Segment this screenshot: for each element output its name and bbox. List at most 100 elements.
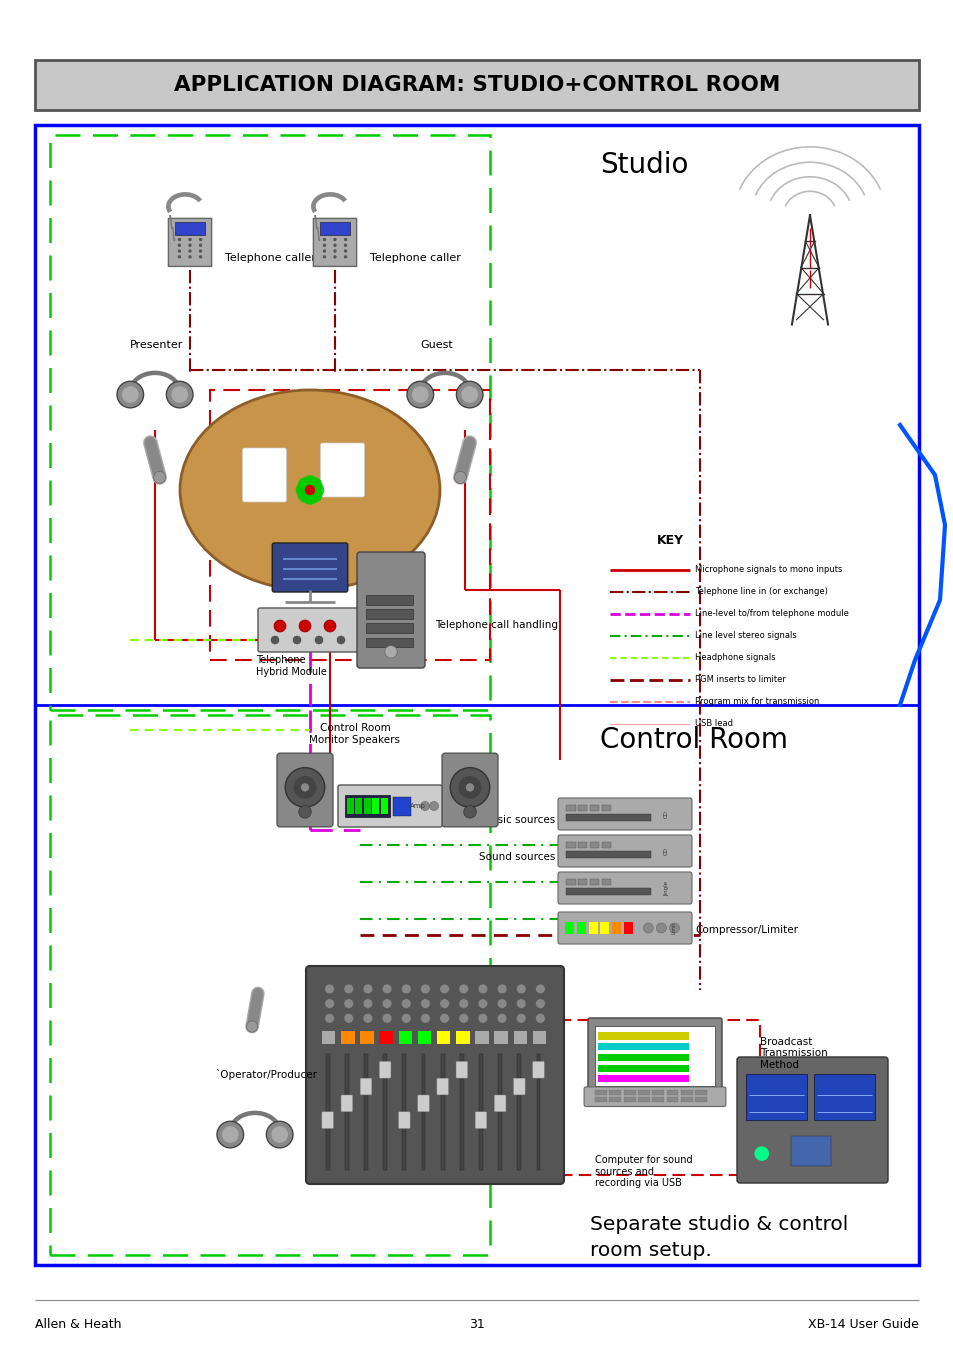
- Circle shape: [198, 255, 202, 258]
- FancyBboxPatch shape: [242, 449, 286, 503]
- Bar: [174, 222, 205, 235]
- Bar: [366, 638, 413, 647]
- Bar: [623, 1090, 635, 1096]
- Circle shape: [656, 923, 666, 934]
- FancyBboxPatch shape: [356, 553, 424, 667]
- Circle shape: [363, 984, 373, 994]
- Bar: [601, 805, 610, 811]
- Circle shape: [429, 801, 438, 811]
- Circle shape: [324, 1013, 334, 1023]
- Circle shape: [172, 386, 188, 403]
- FancyBboxPatch shape: [257, 608, 361, 653]
- Text: Sound sources: Sound sources: [478, 852, 555, 862]
- Bar: [494, 1031, 507, 1043]
- Circle shape: [333, 255, 336, 258]
- Text: USB lead: USB lead: [695, 720, 732, 728]
- Circle shape: [516, 984, 525, 994]
- Bar: [623, 1097, 635, 1102]
- Circle shape: [439, 984, 449, 994]
- Circle shape: [458, 998, 468, 1008]
- FancyBboxPatch shape: [340, 1096, 353, 1112]
- Text: CD: CD: [663, 811, 668, 817]
- Circle shape: [285, 767, 324, 807]
- Circle shape: [295, 482, 311, 497]
- Circle shape: [754, 1147, 768, 1161]
- FancyBboxPatch shape: [360, 1078, 372, 1094]
- Text: PGM inserts to limiter: PGM inserts to limiter: [695, 676, 785, 685]
- Circle shape: [198, 238, 202, 242]
- Bar: [652, 1097, 663, 1102]
- Bar: [589, 880, 598, 885]
- Bar: [564, 923, 574, 934]
- Text: Guest: Guest: [419, 340, 453, 350]
- Bar: [345, 794, 390, 817]
- Text: KEY: KEY: [656, 534, 683, 547]
- Bar: [566, 842, 575, 847]
- Bar: [475, 1031, 488, 1043]
- Circle shape: [401, 1013, 411, 1023]
- Circle shape: [188, 255, 192, 258]
- Circle shape: [309, 482, 324, 497]
- Circle shape: [382, 984, 392, 994]
- Bar: [638, 1090, 649, 1096]
- Bar: [379, 1031, 393, 1043]
- Text: Presenter: Presenter: [130, 340, 183, 350]
- Bar: [566, 815, 650, 821]
- Bar: [601, 842, 610, 847]
- Bar: [566, 888, 650, 894]
- Circle shape: [465, 784, 474, 792]
- FancyBboxPatch shape: [306, 966, 563, 1183]
- Text: Computer for sound
sources and
recording via USB: Computer for sound sources and recording…: [595, 1155, 692, 1188]
- Text: Telephone caller: Telephone caller: [370, 253, 460, 263]
- Bar: [566, 851, 650, 858]
- Bar: [398, 1031, 412, 1043]
- Circle shape: [401, 984, 411, 994]
- Circle shape: [307, 477, 322, 493]
- Circle shape: [669, 923, 679, 934]
- Bar: [559, 1020, 760, 1175]
- Circle shape: [454, 471, 466, 484]
- Circle shape: [458, 775, 481, 798]
- Circle shape: [322, 243, 326, 247]
- Circle shape: [343, 255, 347, 258]
- Bar: [601, 880, 610, 885]
- Bar: [745, 1074, 806, 1120]
- Text: Limit: Limit: [671, 921, 677, 934]
- Circle shape: [297, 488, 313, 503]
- Bar: [589, 805, 598, 811]
- Circle shape: [300, 784, 309, 792]
- Bar: [440, 1054, 444, 1170]
- FancyBboxPatch shape: [276, 754, 333, 827]
- Bar: [456, 1031, 469, 1043]
- FancyBboxPatch shape: [558, 798, 691, 830]
- Bar: [652, 1090, 663, 1096]
- Circle shape: [477, 1013, 487, 1023]
- Circle shape: [420, 998, 430, 1008]
- Text: Telephone call handling: Telephone call handling: [435, 620, 558, 630]
- Bar: [598, 1043, 688, 1050]
- Bar: [380, 797, 388, 815]
- Circle shape: [294, 775, 316, 798]
- Bar: [35, 126, 918, 1265]
- FancyBboxPatch shape: [587, 1019, 721, 1093]
- Bar: [321, 1031, 335, 1043]
- Bar: [790, 1136, 830, 1166]
- FancyBboxPatch shape: [272, 543, 348, 592]
- Circle shape: [177, 243, 181, 247]
- Bar: [589, 842, 598, 847]
- Bar: [598, 1054, 688, 1061]
- Circle shape: [274, 620, 286, 632]
- Bar: [695, 1097, 706, 1102]
- Bar: [421, 1054, 425, 1170]
- Circle shape: [297, 477, 313, 493]
- Text: Control Room
Monitor Speakers: Control Room Monitor Speakers: [309, 723, 400, 744]
- Bar: [577, 923, 585, 934]
- Bar: [578, 880, 587, 885]
- Text: Control Room: Control Room: [599, 725, 787, 754]
- Circle shape: [177, 250, 181, 253]
- Text: XB-14 User Guide: XB-14 User Guide: [807, 1319, 918, 1332]
- Circle shape: [271, 636, 278, 644]
- Bar: [366, 609, 413, 619]
- Bar: [609, 1097, 620, 1102]
- Circle shape: [477, 998, 487, 1008]
